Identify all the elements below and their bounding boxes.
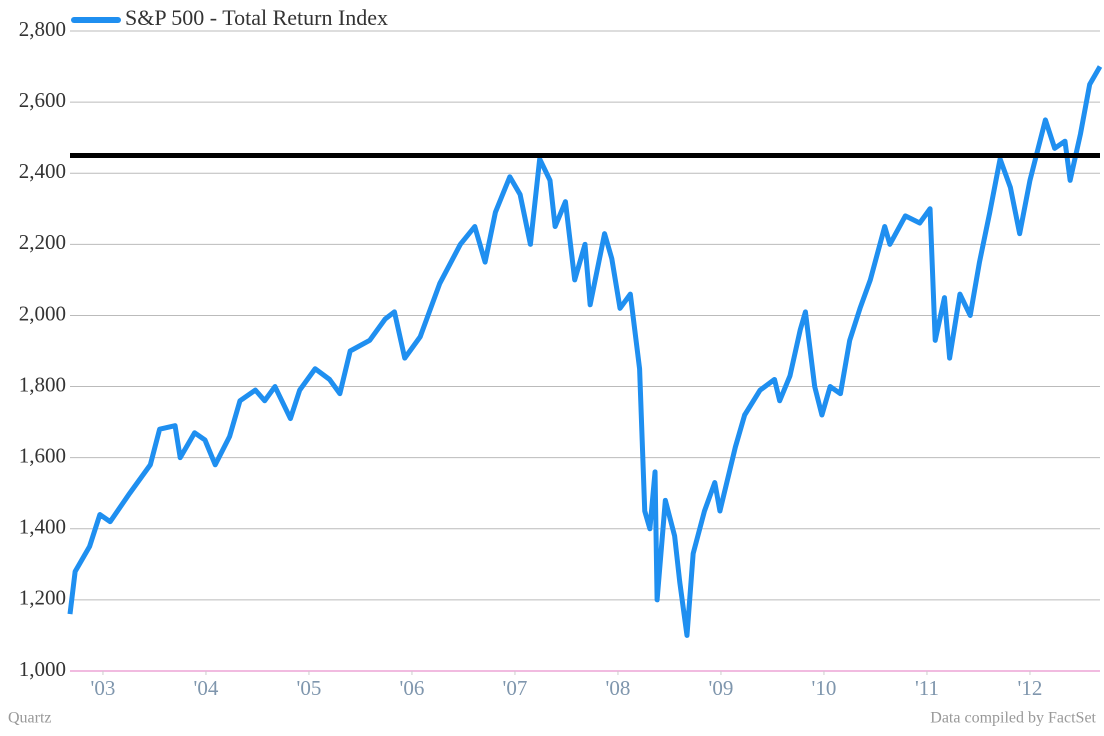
x-tick-label: '09 — [709, 676, 734, 700]
source: Data compiled by FactSet — [930, 710, 1096, 727]
y-tick-label: 1,000 — [19, 657, 66, 681]
y-tick-label: 2,200 — [19, 230, 66, 254]
y-tick-label: 1,600 — [19, 443, 66, 467]
x-tick-label: '05 — [297, 676, 322, 700]
credit: Quartz — [8, 710, 52, 727]
y-tick-label: 1,800 — [19, 372, 66, 396]
x-tick-label: '11 — [915, 676, 939, 700]
x-tick-label: '06 — [400, 676, 425, 700]
legend-label: S&P 500 - Total Return Index — [125, 5, 388, 30]
y-tick-label: 2,400 — [19, 159, 66, 183]
y-tick-label: 2,000 — [19, 301, 66, 325]
y-tick-label: 1,200 — [19, 586, 66, 610]
y-tick-label: 2,600 — [19, 88, 66, 112]
line-series — [67, 65, 1103, 638]
x-tick-label: '07 — [503, 676, 528, 700]
x-tick-label: '08 — [606, 676, 631, 700]
x-tick-label: '04 — [194, 676, 219, 700]
y-tick-label: 1,400 — [19, 515, 66, 539]
x-tick-label: '12 — [1018, 676, 1043, 700]
y-tick-label: 2,800 — [19, 17, 66, 41]
x-tick-label: '10 — [812, 676, 837, 700]
x-tick-label: '03 — [91, 676, 116, 700]
